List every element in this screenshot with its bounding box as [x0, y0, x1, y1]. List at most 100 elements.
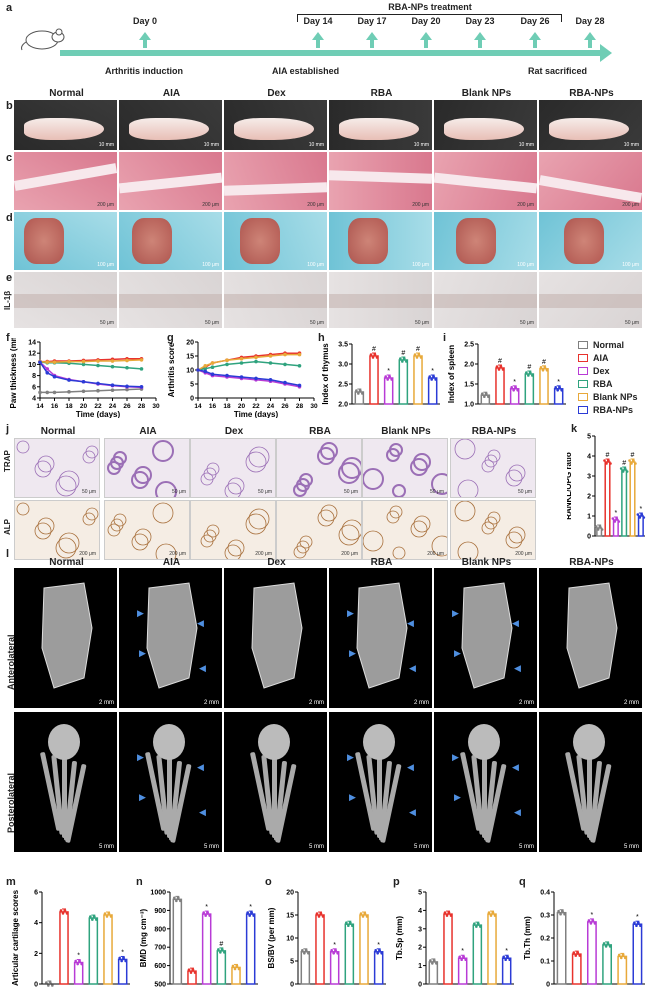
replicate-point — [604, 945, 608, 948]
tarsal-bone — [153, 724, 185, 760]
group-header-1: AIA — [162, 88, 181, 99]
data-point — [203, 364, 208, 368]
replicate-point — [635, 924, 638, 927]
x-tick-label: 26 — [123, 403, 131, 410]
scale-bar-label: 100 μm — [307, 262, 324, 268]
replicate-point — [65, 912, 69, 915]
replicate-point — [369, 353, 373, 356]
replicate-point — [447, 911, 451, 914]
data-point — [283, 380, 287, 385]
tissue-region — [564, 218, 604, 264]
scale-bar-label: 5 mm — [309, 844, 324, 850]
lesion-arrow-icon: ◀ — [199, 807, 206, 817]
lesion-arrow-icon: ▶ — [452, 608, 459, 618]
significance-mark: * — [461, 948, 464, 955]
toe-bone — [272, 758, 277, 838]
replicate-point — [608, 945, 612, 948]
scale-bar-label: 2 mm — [309, 700, 324, 706]
micrograph-d-4: 100 μm — [434, 212, 537, 270]
significance-mark: * — [121, 949, 124, 956]
cell-outline — [16, 440, 30, 454]
data-point — [254, 376, 258, 381]
scale-bar-label: 10 mm — [518, 142, 534, 148]
stain-texture — [293, 442, 361, 497]
replicate-point — [460, 958, 463, 962]
bone-render — [460, 724, 507, 843]
replicate-point — [63, 909, 67, 912]
data-point — [45, 390, 50, 395]
micrograph-b-5: 10 mm — [539, 100, 642, 150]
scale-bar-label: 5 mm — [99, 844, 114, 850]
replicate-point — [487, 395, 490, 398]
bone-render — [145, 724, 192, 843]
cell-outline — [508, 526, 526, 544]
y-tick-label: 2 — [587, 494, 591, 501]
replicate-point — [399, 357, 402, 360]
alp-stain-2: 200 μm — [190, 500, 276, 560]
y-axis-label: Tb.Sp (mm) — [395, 916, 404, 960]
replicate-point — [365, 915, 369, 918]
timeline-day-1: Day 14 — [303, 16, 333, 26]
replicate-point — [74, 959, 77, 963]
significance-mark: # — [542, 359, 546, 366]
y-tick-label: 6 — [32, 384, 36, 391]
replicate-point — [481, 392, 484, 395]
data-point — [45, 367, 50, 371]
panel-label-a: a — [6, 2, 13, 14]
replicate-point — [609, 462, 612, 465]
bar — [369, 355, 379, 405]
replicate-point — [617, 520, 621, 523]
stain-texture — [454, 439, 526, 497]
significance-mark: # — [498, 358, 502, 365]
replicate-point — [187, 968, 191, 971]
replicate-point — [598, 525, 602, 528]
y-tick-label: 0.1 — [540, 959, 550, 966]
timeline-arrowhead — [600, 44, 612, 62]
bar — [621, 469, 628, 537]
spleen-index-chart: 1.0 1.5 2.0 2.5 Index of spleen # * # # * — [447, 342, 566, 409]
tissue-region — [434, 294, 537, 308]
y-tick-label: 8 — [32, 373, 36, 380]
cell-outline — [505, 469, 523, 487]
legend-swatch — [578, 379, 588, 388]
cell-outline — [134, 528, 152, 546]
replicate-point — [375, 356, 379, 359]
cell-outline — [392, 546, 406, 559]
data-point — [203, 369, 208, 374]
replicate-point — [355, 389, 358, 392]
tissue-region — [24, 218, 64, 264]
scale-bar-label: 50 μm — [518, 489, 532, 495]
stain-texture — [293, 504, 361, 559]
y-tick-label: 6 — [34, 890, 38, 897]
toe-bone — [62, 758, 67, 838]
data-point — [268, 361, 273, 365]
data-point — [38, 360, 42, 364]
tbth-chart: 0 0.1 0.2 0.3 0.4 Tb.Th (mm) * * — [523, 890, 645, 989]
data-point — [239, 375, 244, 379]
scale-bar-label: 5 mm — [519, 844, 534, 850]
replicate-point — [606, 942, 610, 945]
panel-label-p: p — [393, 876, 400, 888]
data-point — [96, 363, 100, 368]
tarsal-bone — [48, 724, 80, 760]
significance-mark: # — [416, 346, 420, 353]
y-tick-label: 1 — [587, 514, 591, 521]
y-tick-label: 0 — [546, 982, 550, 989]
panel-label-e: e — [6, 272, 13, 284]
y-tick-label: 14 — [28, 340, 36, 347]
lesion-arrow-icon: ◀ — [512, 618, 519, 628]
bar — [604, 461, 611, 537]
legend-item: AIA — [578, 351, 638, 364]
rat-icon — [18, 26, 68, 52]
lesion-arrow-icon: ▶ — [139, 792, 146, 802]
scale-bar-label: 5 mm — [624, 844, 639, 850]
lesion-arrow-icon: ◀ — [409, 807, 416, 817]
x-tick-label: 18 — [223, 403, 231, 410]
replicate-point — [105, 915, 109, 918]
replicate-point — [93, 915, 96, 918]
timeline-day-5: Day 26 — [520, 16, 550, 26]
y-tick-label: 1 — [418, 963, 422, 970]
x-tick-label: 16 — [209, 403, 217, 410]
data-point — [125, 358, 129, 363]
bmd-chart: 500 600 700 800 900 1000 BMD (mg cm⁻³) * # * — [139, 890, 258, 989]
